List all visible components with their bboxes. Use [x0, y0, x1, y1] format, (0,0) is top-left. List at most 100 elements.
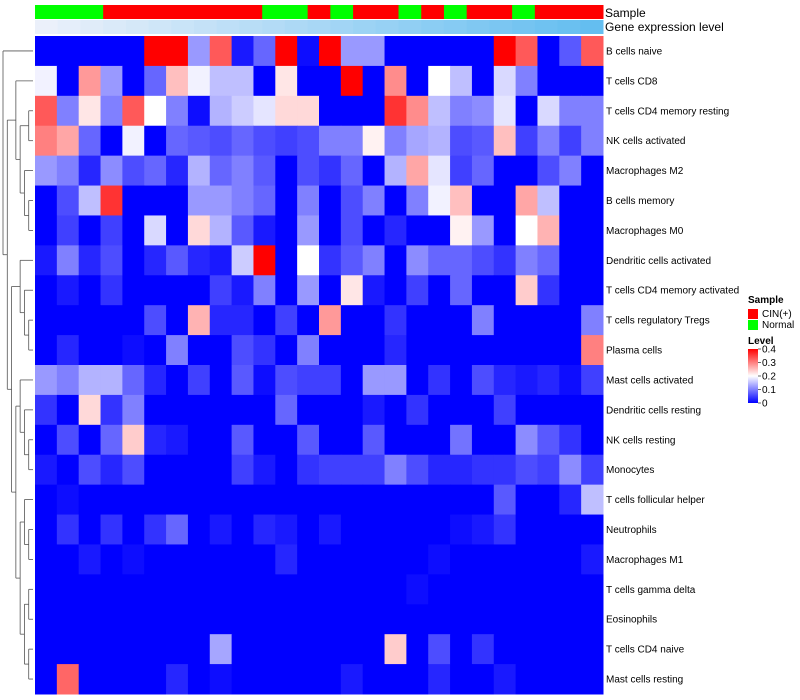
heatmap-cell [471, 394, 495, 426]
heatmap-cell [340, 664, 364, 695]
heatmap-cell [450, 664, 473, 695]
heatmap-cell [187, 514, 211, 545]
row-label: T cells follicular helper [606, 495, 705, 506]
heatmap-cell [537, 394, 560, 426]
heatmap-cell [166, 604, 189, 635]
heatmap-cell [450, 215, 473, 246]
heatmap-cell [78, 484, 102, 516]
heatmap-cell [166, 424, 189, 456]
heatmap-cell [319, 424, 342, 456]
heatmap-cell [209, 365, 233, 396]
sample-legend-title: Sample [748, 295, 784, 306]
heatmap-cell [56, 125, 80, 157]
heatmap-cell [340, 484, 364, 516]
heatmap-cell [100, 185, 123, 216]
heatmap-cell [493, 664, 517, 695]
heatmap-cell [340, 305, 364, 336]
heatmap-cell [166, 305, 189, 336]
heatmap-cell [362, 65, 386, 97]
heatmap-cell [275, 514, 298, 545]
heatmap-cell [187, 574, 211, 605]
heatmap-cell [537, 275, 560, 306]
heatmap-cell [231, 664, 254, 695]
sample-annotation-cell [216, 5, 240, 19]
heatmap-cell [35, 514, 58, 545]
heatmap-cell [209, 275, 233, 306]
sample-annotation-cell [466, 5, 490, 19]
heatmap-cell [122, 544, 145, 575]
heatmap-cell [471, 215, 495, 246]
heatmap-cell [78, 185, 102, 216]
heatmap-cell [35, 155, 58, 187]
heatmap-cell [297, 634, 320, 665]
heatmap-cell [384, 664, 407, 695]
heatmap-cell [515, 155, 538, 187]
heatmap-cell [537, 305, 560, 336]
row-label: Macrophages M0 [606, 226, 684, 237]
heatmap-cell [297, 424, 320, 456]
gene-expression-annotation-cell [35, 20, 59, 34]
heatmap-cell [144, 574, 167, 605]
heatmap-cell [384, 454, 407, 486]
heatmap-cell [362, 275, 386, 306]
heatmap-cell [493, 245, 517, 276]
heatmap-cell [122, 394, 145, 426]
heatmap-cell [493, 125, 517, 157]
heatmap-cell [406, 95, 429, 127]
heatmap-cell [493, 95, 517, 127]
heatmap-cell [78, 365, 102, 396]
heatmap-cell [362, 484, 386, 516]
heatmap-cell [471, 514, 495, 545]
row-label: Monocytes [606, 465, 654, 476]
heatmap-cell [384, 604, 407, 635]
heatmap-cell [406, 125, 429, 157]
heatmap-cell [515, 484, 538, 516]
heatmap-cell [559, 514, 582, 545]
heatmap-cell [537, 454, 560, 486]
heatmap-cell [515, 604, 538, 635]
heatmap-cell [537, 634, 560, 665]
heatmap-cell [471, 604, 495, 635]
heatmap-cell [166, 155, 189, 187]
heatmap-cell [122, 215, 145, 246]
heatmap-cell [340, 185, 364, 216]
heatmap-cell [253, 305, 276, 336]
heatmap-cell [253, 424, 276, 456]
heatmap-cell [450, 484, 473, 516]
heatmap-cell [100, 95, 123, 127]
heatmap-cell [384, 394, 407, 426]
heatmap-cell [515, 125, 538, 157]
heatmap-cell [122, 305, 145, 336]
heatmap-cell [144, 125, 167, 157]
heatmap-cell [319, 335, 342, 366]
row-label: T cells gamma delta [606, 585, 696, 596]
heatmap-cell [362, 664, 386, 695]
heatmap-cell [78, 544, 102, 575]
heatmap-cell [319, 305, 342, 336]
heatmap-cell [428, 65, 451, 97]
heatmap-cell [384, 544, 407, 575]
heatmap-cell [100, 394, 123, 426]
gene-expression-annotation-cell [80, 20, 104, 34]
heatmap-cell [537, 484, 560, 516]
heatmap-cell [559, 36, 582, 67]
heatmap-cell [231, 544, 254, 575]
heatmap-cell [297, 604, 320, 635]
sample-annotation-cell [375, 5, 400, 19]
heatmap-cell [581, 664, 604, 695]
heatmap-cell [406, 454, 429, 486]
heatmap-cell [253, 574, 276, 605]
heatmap-cell [537, 155, 560, 187]
gene-expression-annotation-cell [534, 20, 559, 34]
heatmap-cell [428, 365, 451, 396]
heatmap-cell [537, 365, 560, 396]
gene-expression-annotation-bar [35, 20, 604, 34]
heatmap-cell [122, 574, 145, 605]
sample-annotation-cell [330, 5, 354, 19]
row-label: B cells memory [606, 196, 674, 207]
heatmap-cell [144, 65, 167, 97]
heatmap-cell [144, 365, 167, 396]
heatmap-cell [209, 394, 233, 426]
heatmap-cell [122, 514, 145, 545]
